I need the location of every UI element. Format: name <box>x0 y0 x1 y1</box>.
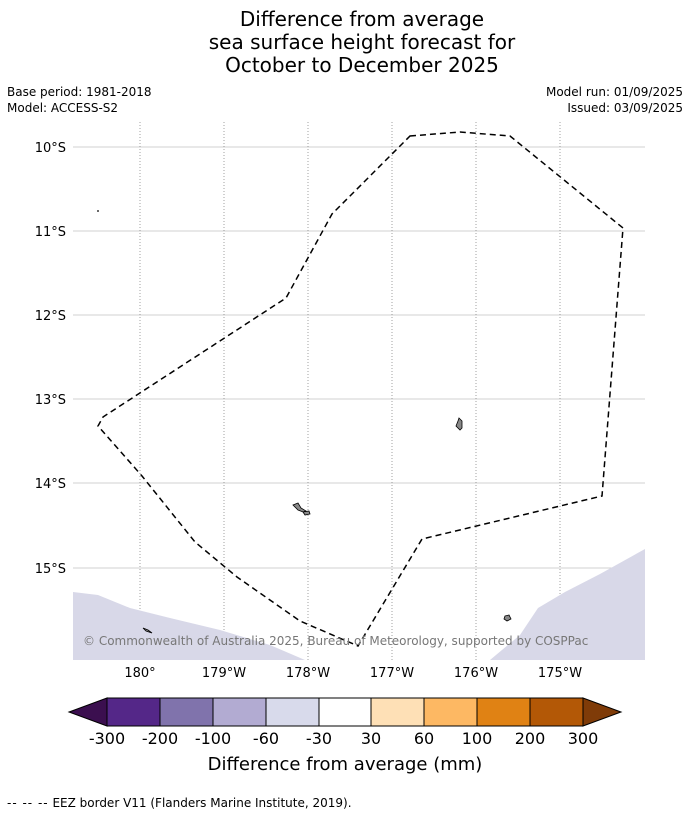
latitude-gridlines <box>73 146 645 569</box>
colorbar-tick-4: -60 <box>253 729 279 748</box>
island-southwest <box>142 627 153 634</box>
lat-label-10s: 10°S <box>35 141 66 156</box>
colorbar-tick-labels: -300 -200 -100 -60 -30 30 60 100 200 300 <box>89 729 598 748</box>
colorbar-tick-1: -300 <box>89 729 125 748</box>
map-area: © Commonwealth of Australia 2025, Bureau… <box>35 122 645 681</box>
title-line-3: October to December 2025 <box>225 53 499 77</box>
colorbar-tick-10: 300 <box>568 729 599 748</box>
island-south <box>503 614 512 622</box>
colorbar-tick-9: 200 <box>515 729 546 748</box>
anomaly-region-southwest <box>73 592 305 660</box>
island-west <box>292 502 307 513</box>
eez-border <box>97 131 624 647</box>
colorbar-tick-5: -30 <box>306 729 332 748</box>
title-line-1: Difference from average <box>239 7 485 31</box>
base-period-text: Base period: 1981-2018 <box>7 85 152 99</box>
page-title: Difference from average sea surface heig… <box>0 8 690 77</box>
colorbar-tick-8: 100 <box>462 729 493 748</box>
anomaly-region-southeast <box>490 549 645 660</box>
colorbar-bin-2 <box>159 697 214 727</box>
colorbar-under-triangle <box>67 697 108 727</box>
island-east <box>455 417 463 431</box>
colorbar-bin-3 <box>212 697 267 727</box>
colorbar-bin-5 <box>318 697 372 727</box>
meta-left: Base period: 1981-2018 Model: ACCESS-S2 <box>7 84 152 116</box>
meta-right: Model run: 01/09/2025 Issued: 03/09/2025 <box>546 84 683 116</box>
title-line-2: sea surface height forecast for <box>208 30 516 54</box>
colorbar-tick-3: -100 <box>195 729 231 748</box>
model-text: Model: ACCESS-S2 <box>7 101 119 115</box>
colorbar-tick-7: 60 <box>414 729 434 748</box>
copyright-text: © Commonwealth of Australia 2025, Bureau… <box>83 634 588 648</box>
lat-label-15s: 15°S <box>35 562 66 577</box>
lat-label-13s: 13°S <box>35 393 66 408</box>
longitude-gridlines <box>139 122 561 660</box>
colorbar-over-triangle <box>582 697 623 727</box>
lon-label-178w: 178°W <box>286 666 330 681</box>
lon-label-179w: 179°W <box>202 666 246 681</box>
colorbar-bin-8 <box>476 697 531 727</box>
colorbar-bin-1 <box>106 697 161 727</box>
colorbar-bin-9 <box>529 697 584 727</box>
colorbar-label: Difference from average (mm) <box>208 754 483 775</box>
lon-label-175w: 175°W <box>538 666 582 681</box>
lon-label-176w: 176°W <box>454 666 498 681</box>
lat-label-11s: 11°S <box>35 225 66 240</box>
colorbar-tick-6: 30 <box>361 729 381 748</box>
longitude-labels: 180° 179°W 178°W 177°W 176°W 175°W <box>124 666 582 681</box>
eez-footnote: -- -- -- EEZ border V11 (Flanders Marine… <box>7 796 352 810</box>
colorbar: -300 -200 -100 -60 -30 30 60 100 200 300… <box>67 697 623 775</box>
eez-legend-dash: -- -- -- <box>7 796 49 810</box>
eez-footnote-text: EEZ border V11 (Flanders Marine Institut… <box>52 796 352 810</box>
model-run-text: Model run: 01/09/2025 <box>545 85 683 99</box>
island-west-small <box>302 510 311 516</box>
lon-label-177w: 177°W <box>370 666 414 681</box>
colorbar-bin-4 <box>265 697 320 727</box>
issued-text: Issued: 03/09/2025 <box>567 101 683 115</box>
latitude-labels: 10°S 11°S 12°S 13°S 14°S 15°S <box>35 141 66 577</box>
colorbar-tick-2: -200 <box>142 729 178 748</box>
colorbar-bin-6 <box>370 697 425 727</box>
colorbar-bin-7 <box>423 697 478 727</box>
lat-label-14s: 14°S <box>35 477 66 492</box>
islet-northwest <box>97 210 99 212</box>
lat-label-12s: 12°S <box>35 309 66 324</box>
lon-label-180: 180° <box>124 666 155 681</box>
